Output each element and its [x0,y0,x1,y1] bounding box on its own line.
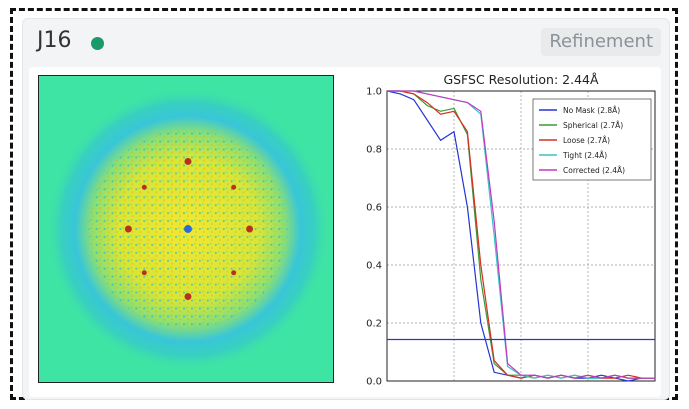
card-header: J16 Refinement [23,19,669,65]
job-card[interactable]: J16 Refinement [22,18,670,400]
y-tick-label: 0.0 [366,377,382,388]
symmetry-features [124,157,254,301]
job-id[interactable]: J16 [37,28,72,53]
job-type-badge: Refinement [541,28,661,56]
series-line [387,90,655,379]
y-tick-label: 1.0 [366,87,382,98]
series-line [387,90,655,379]
status-dot-icon [91,37,104,50]
y-tick-label: 0.4 [366,261,382,272]
legend-label: Loose (2.7Å) [563,136,610,145]
fsc-chart: GSFSC Resolution: 2.44Å 0.0 0.2 0.4 0.6 0.8 1.… [366,72,656,388]
y-tick-label: 0.6 [366,203,382,214]
legend-label: Tight (2.4Å) [562,151,607,160]
job-preview-panel: GSFSC Resolution: 2.44Å 0.0 0.2 0.4 0.6 0.8 1.… [29,67,661,397]
density-slice-image [38,75,334,383]
plot-frame [386,90,656,382]
legend-label: Spherical (2.7Å) [563,121,623,130]
legend-label: No Mask (2.8Å) [563,106,620,115]
legend-box [532,98,652,181]
legend-label: Corrected (2.4Å) [563,166,625,175]
chart-title: GSFSC Resolution: 2.44Å [443,72,599,87]
y-tick-label: 0.2 [366,319,382,330]
y-tick-label: 0.8 [366,145,382,156]
